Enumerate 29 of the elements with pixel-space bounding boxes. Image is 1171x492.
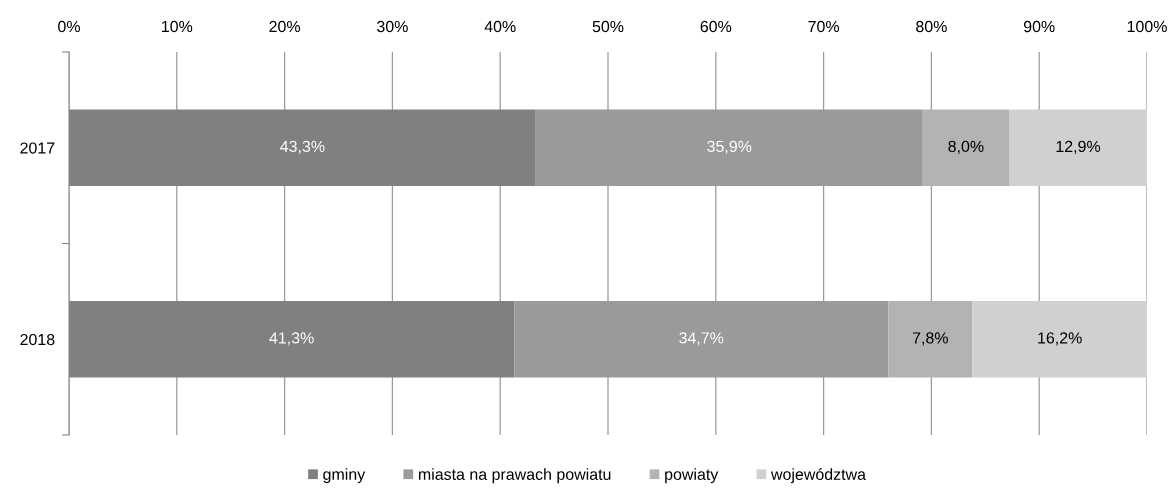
bar (972, 300, 1147, 378)
x-tick-label: 80% (916, 20, 947, 33)
data-label: 8,0% (948, 140, 984, 154)
x-tick-label: 100% (1127, 20, 1167, 33)
x-tick-label: 40% (484, 20, 516, 33)
data-label: 12,9% (1056, 140, 1101, 154)
x-tick-label: 20% (269, 20, 301, 33)
legend-label: powiaty (665, 468, 719, 484)
y-tick-label: 2017 (20, 142, 55, 154)
bar (888, 300, 973, 378)
x-tick-label: 10% (162, 20, 193, 33)
legend-label: miasta na prawach powiatu (418, 468, 611, 484)
data-label: 34,7% (679, 332, 724, 346)
bar (922, 109, 1010, 187)
x-tick-label: 50% (592, 20, 624, 33)
x-tick-label: 70% (808, 20, 840, 33)
legend-label: województwa (770, 468, 866, 484)
data-label: 16,2% (1038, 332, 1082, 346)
y-tick-label: 2018 (20, 333, 55, 346)
x-tick-label: 30% (377, 20, 408, 33)
data-label: 43,3% (280, 140, 325, 154)
x-tick-label: 90% (1023, 20, 1055, 33)
data-label: 35,9% (707, 140, 752, 154)
x-tick-label: 60% (700, 20, 732, 33)
data-label: 7,8% (912, 332, 948, 346)
bar (1009, 109, 1147, 187)
data-label: 41,3% (269, 332, 314, 346)
legend-label: gminy (323, 468, 366, 484)
x-tick-label: 0% (58, 20, 80, 33)
